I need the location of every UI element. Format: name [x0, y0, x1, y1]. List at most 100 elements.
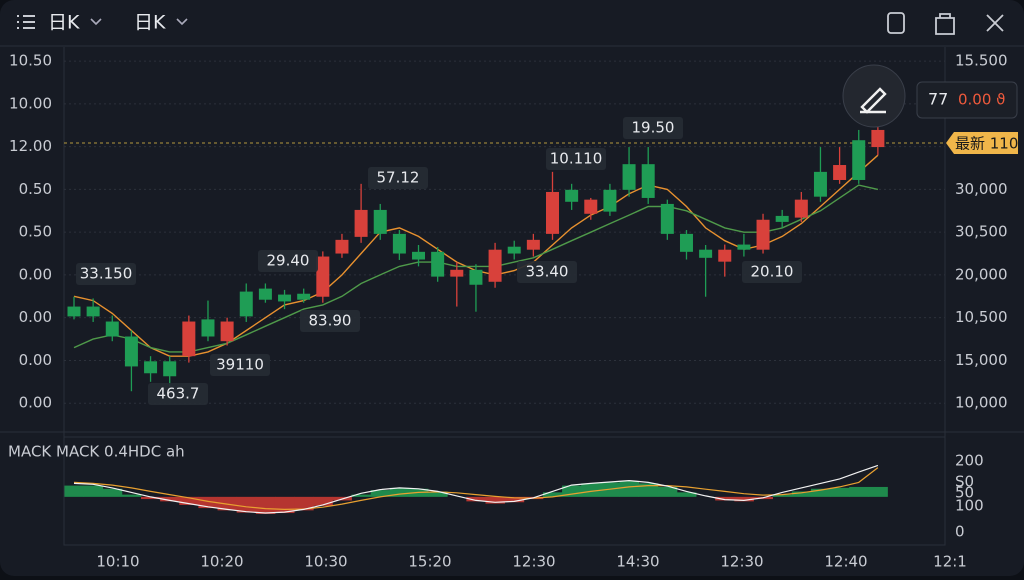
annotation-label: 33.150: [80, 265, 133, 283]
candle-body: [373, 209, 387, 234]
price-annotation: 33.40: [517, 261, 577, 283]
candle-body: [105, 321, 119, 337]
candle-body: [431, 251, 445, 277]
price-annotation: 19.50: [623, 117, 683, 139]
price-annotation: 29.40: [258, 250, 318, 272]
annotation-box: [546, 148, 606, 170]
candle-body: [354, 209, 368, 237]
macd-bar: [485, 496, 506, 504]
annotation-box: [623, 117, 683, 139]
candle-body: [201, 319, 215, 337]
candle-body: [67, 306, 81, 317]
x-tick-label: 12:30: [720, 553, 763, 571]
macd-bar: [638, 483, 659, 497]
dif-line: [73, 464, 879, 514]
annotation-box: [517, 261, 577, 283]
macd-bar: [102, 488, 123, 497]
menu-icon[interactable]: [17, 15, 35, 29]
candle-body: [163, 361, 177, 377]
y2-tick-label: 10,500: [955, 308, 1008, 326]
candle-body: [833, 165, 847, 180]
annotation-box: [76, 263, 136, 285]
bag-icon[interactable]: [935, 13, 955, 35]
candle-body: [182, 321, 196, 357]
price-annotation: 33.150: [76, 263, 136, 285]
last-price-label: 最新 110: [955, 135, 1018, 153]
y2-tick-label: 0: [955, 522, 965, 540]
y2-tick-label: 50: [955, 483, 974, 501]
candle-body: [507, 246, 521, 254]
y2-tick-label: 100: [955, 496, 984, 514]
candle-body: [660, 203, 674, 234]
annotation-label: 57.12: [377, 169, 420, 187]
tab[interactable]: 日K: [48, 12, 80, 34]
price-box: [916, 81, 1018, 119]
macd-bar: [160, 496, 180, 502]
candle-body: [86, 306, 100, 317]
dea-line: [73, 467, 879, 511]
candle-body: [584, 199, 598, 214]
y-tick-label: 0.00: [19, 308, 52, 326]
annotation-label: 29.40: [267, 252, 310, 270]
macd-bar: [351, 494, 372, 497]
y2-tick-label: 200: [955, 451, 984, 469]
y2-tick-label: S0: [955, 473, 974, 491]
y2-tick-label: 20,000: [955, 265, 1008, 283]
macd-bar: [294, 496, 314, 511]
candle-body: [871, 129, 885, 148]
macd-bar: [255, 496, 276, 514]
candle-body: [737, 244, 751, 250]
macd-bar: [581, 483, 601, 497]
candle-body: [603, 189, 617, 212]
macd-bar: [370, 490, 391, 497]
y-tick-label: 0.00: [19, 394, 52, 412]
y-tick-label: 12.00: [9, 137, 52, 155]
price-annotation: 463.7: [148, 383, 208, 405]
macd-bar: [734, 496, 754, 502]
macd-bar: [830, 487, 850, 497]
y-tick-label: 0.00: [19, 265, 52, 283]
candle-body: [392, 233, 406, 254]
macd-bar: [562, 485, 582, 497]
candle-body: [412, 251, 426, 260]
annotation-label: 10.110: [550, 150, 603, 168]
dropdown-arrow: [90, 18, 102, 26]
y2-tick-label: 10,000: [955, 394, 1008, 412]
last-price-tag: [946, 132, 1018, 154]
price-annotation: 10.110: [546, 148, 606, 170]
macd-bar: [619, 481, 640, 497]
annotation-box: [742, 261, 802, 283]
candle-body: [679, 233, 693, 252]
dropdown-arrow: [176, 18, 188, 26]
x-tick-label: 14:30: [616, 553, 659, 571]
y-tick-label: 0.00: [19, 351, 52, 369]
y2-tick-label: 30,500: [955, 223, 1008, 241]
y-tick-label: 10.00: [9, 94, 52, 112]
candle-body: [718, 249, 732, 262]
tab[interactable]: 日K: [134, 12, 166, 34]
annotation-box: [258, 250, 318, 272]
macd-bar: [140, 496, 161, 500]
annotation-box: [368, 167, 428, 189]
macd-bar: [810, 488, 831, 497]
price-annotation: 83.90: [300, 310, 360, 332]
candle-body: [622, 164, 636, 190]
y-tick-label: 0.50: [19, 180, 52, 198]
candle-body: [546, 191, 559, 234]
pen-icon: [860, 87, 887, 114]
notes-icon[interactable]: [887, 12, 905, 34]
annotation-box: [300, 310, 360, 332]
price-annotation: 57.12: [368, 167, 428, 189]
candle-body: [488, 249, 502, 282]
macd-bar: [868, 486, 888, 497]
candle-body: [258, 288, 272, 300]
candle-body: [278, 294, 292, 302]
close-icon[interactable]: [986, 14, 1004, 32]
candle-body: [852, 140, 866, 180]
y2-tick-label: 15.500: [955, 52, 1008, 70]
annotation-box: [210, 354, 270, 376]
price-annotation: 20.10: [742, 261, 802, 283]
candle-body: [220, 321, 234, 342]
macd-bar: [428, 491, 448, 497]
